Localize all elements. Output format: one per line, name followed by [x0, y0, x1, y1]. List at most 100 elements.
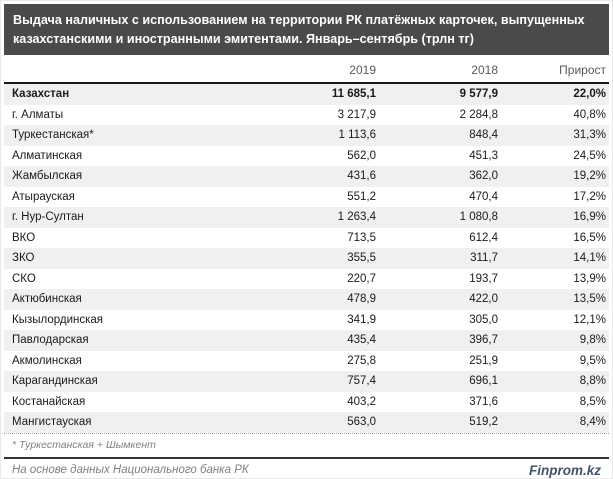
value-2018-cell: 2 284,8 — [459, 108, 498, 121]
region-name-cell: Костанайская — [12, 395, 86, 408]
table-row: Карагандинская 757,4 696,1 8,8% — [4, 371, 609, 392]
region-name-cell: Карагандинская — [12, 375, 98, 387]
growth-cell: 14,1% — [573, 252, 606, 264]
value-2018-cell: 396,7 — [469, 334, 498, 346]
value-2019-cell: 757,4 — [347, 375, 376, 387]
growth-cell: 31,3% — [573, 129, 606, 141]
table-row: Акмолинская 275,8 251,9 9,5% — [4, 351, 609, 372]
column-header-2019: 2019 — [271, 59, 379, 84]
region-name-cell: ВКО — [12, 231, 36, 244]
table-row: Костанайская 403,2 371,6 8,5% — [4, 392, 609, 413]
region-name-cell: Казахстан — [12, 88, 70, 100]
value-2019-cell: 220,7 — [347, 272, 376, 285]
growth-cell: 9,5% — [579, 354, 606, 367]
region-name-cell: ЗКО — [12, 252, 35, 264]
growth-cell: 12,1% — [573, 313, 606, 326]
value-2018-cell: 848,4 — [469, 129, 498, 141]
value-2018-cell: 451,3 — [469, 149, 498, 162]
value-2019-cell: 431,6 — [347, 170, 376, 182]
table-row-total: Казахстан 11 685,1 9 577,9 22,0% — [4, 83, 609, 105]
region-name-cell: Жамбылская — [12, 170, 83, 182]
value-2018-cell: 470,4 — [469, 190, 498, 203]
table-row: Актюбинская 478,9 422,0 13,5% — [4, 289, 609, 310]
table-row: Кызылординская 341,9 305,0 12,1% — [4, 310, 609, 331]
value-2019-cell: 551,2 — [347, 190, 376, 203]
growth-cell: 8,8% — [579, 375, 606, 387]
value-2019-cell: 355,5 — [347, 252, 376, 264]
growth-cell: 9,8% — [579, 334, 606, 346]
title-bar: Выдача наличных с использованием на терр… — [4, 4, 609, 55]
region-name-cell: Акмолинская — [12, 354, 82, 367]
table-row: Павлодарская 435,4 396,7 9,8% — [4, 330, 609, 351]
region-name-cell: Павлодарская — [12, 334, 89, 346]
data-table: 2019 2018 Прирост Казахстан 11 685,1 9 5… — [4, 59, 609, 433]
region-name-cell: г. Нур-Султан — [12, 211, 84, 223]
table-row: Атырауская 551,2 470,4 17,2% — [4, 187, 609, 208]
value-2018-cell: 422,0 — [469, 293, 498, 305]
region-name-cell: Туркестанская* — [12, 129, 94, 141]
region-column-header — [4, 59, 271, 84]
value-2019-cell: 713,5 — [347, 231, 376, 244]
growth-cell: 13,9% — [573, 272, 606, 285]
value-2019-cell: 403,2 — [347, 395, 376, 408]
region-name-cell: Алматинская — [12, 149, 83, 162]
column-header-row: 2019 2018 Прирост — [4, 59, 609, 84]
table-row: Алматинская 562,0 451,3 24,5% — [4, 146, 609, 167]
table-row: СКО 220,7 193,7 13,9% — [4, 269, 609, 290]
table-row: Туркестанская* 1 113,6 848,4 31,3% — [4, 125, 609, 146]
value-2018-cell: 612,4 — [469, 231, 498, 244]
value-2019-cell: 1 113,6 — [338, 129, 376, 141]
page-title: Выдача наличных с использованием на терр… — [13, 13, 585, 46]
region-name-cell: Кызылординская — [12, 313, 104, 326]
region-name-cell: Мангистауская — [12, 416, 92, 428]
value-2019-cell: 275,8 — [347, 354, 376, 367]
value-2018-cell: 362,0 — [469, 170, 498, 182]
value-2019-cell: 478,9 — [347, 293, 376, 305]
growth-cell: 8,5% — [579, 395, 606, 408]
table-row: г. Алматы 3 217,9 2 284,8 40,8% — [4, 105, 609, 126]
value-2019-cell: 341,9 — [347, 313, 376, 326]
table-body: Казахстан 11 685,1 9 577,9 22,0% г. Алма… — [4, 83, 609, 433]
growth-cell: 40,8% — [573, 108, 606, 121]
growth-cell: 16,5% — [573, 231, 606, 244]
value-2018-cell: 519,2 — [469, 416, 498, 428]
growth-cell: 17,2% — [573, 190, 606, 203]
value-2018-cell: 1 080,8 — [459, 211, 498, 223]
value-2018-cell: 9 577,9 — [459, 88, 498, 100]
value-2019-cell: 1 263,4 — [337, 211, 376, 223]
region-name-cell: Атырауская — [12, 190, 75, 203]
column-header-growth: Прирост — [501, 59, 609, 84]
value-2018-cell: 311,7 — [470, 252, 498, 264]
growth-cell: 16,9% — [573, 211, 606, 223]
value-2018-cell: 251,9 — [469, 354, 498, 367]
footer-bar: На основе данных Национального банка РК … — [4, 456, 609, 478]
growth-cell: 13,5% — [573, 293, 606, 305]
value-2018-cell: 193,7 — [469, 272, 498, 285]
value-2018-cell: 305,0 — [469, 313, 498, 326]
growth-cell: 22,0% — [573, 88, 606, 100]
region-name-cell: Актюбинская — [12, 293, 82, 305]
value-2019-cell: 3 217,9 — [337, 108, 376, 121]
table-row: ЗКО 355,5 311,7 14,1% — [4, 248, 609, 269]
value-2019-cell: 562,0 — [347, 149, 376, 162]
footnote: * Туркестанская + Шымкент — [4, 432, 609, 457]
table-row: Мангистауская 563,0 519,2 8,4% — [4, 412, 609, 433]
value-2018-cell: 371,6 — [469, 395, 498, 408]
value-2019-cell: 11 685,1 — [331, 88, 376, 100]
table-container: 2019 2018 Прирост Казахстан 11 685,1 9 5… — [4, 59, 609, 457]
brand-logo: Finprom.kz — [528, 462, 601, 478]
region-name-cell: г. Алматы — [12, 108, 64, 121]
column-header-2018: 2018 — [379, 59, 501, 84]
growth-cell: 19,2% — [573, 170, 606, 182]
data-source-note: На основе данных Национального банка РК — [12, 464, 249, 476]
value-2019-cell: 563,0 — [347, 416, 376, 428]
table-row: г. Нур-Султан 1 263,4 1 080,8 16,9% — [4, 207, 609, 228]
table-row: ВКО 713,5 612,4 16,5% — [4, 228, 609, 249]
value-2018-cell: 696,1 — [469, 375, 498, 387]
growth-cell: 24,5% — [573, 149, 606, 162]
table-row: Жамбылская 431,6 362,0 19,2% — [4, 166, 609, 187]
region-name-cell: СКО — [12, 272, 36, 285]
growth-cell: 8,4% — [579, 416, 606, 428]
value-2019-cell: 435,4 — [347, 334, 376, 346]
